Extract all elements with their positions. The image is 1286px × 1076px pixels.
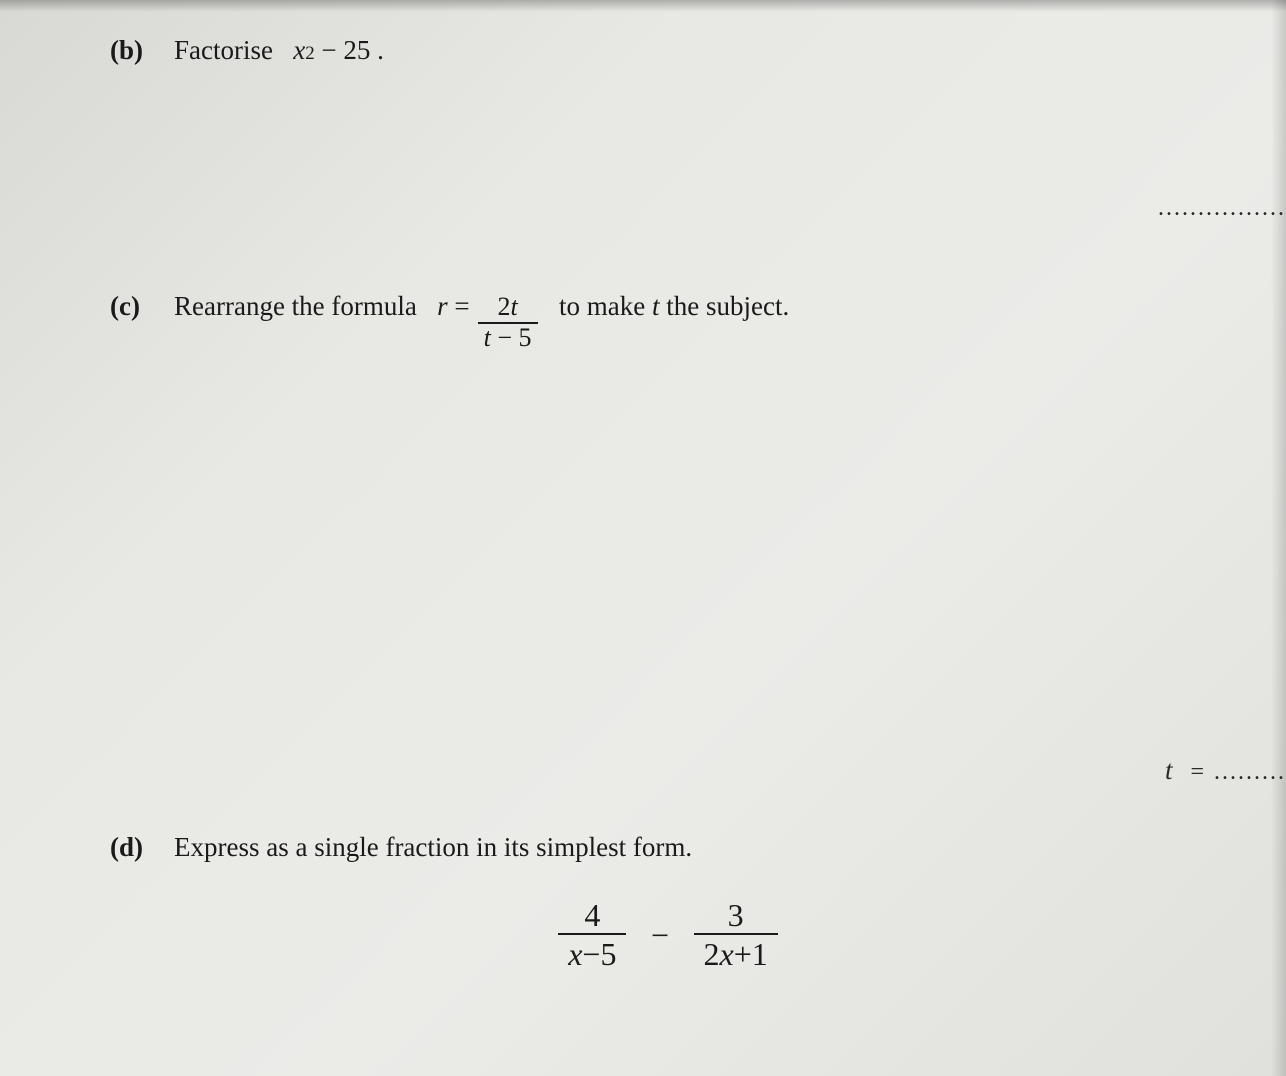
answer-c-equals: = — [1190, 759, 1206, 786]
frac1-numerator: 4 — [574, 898, 610, 933]
answer-line-b: ................ — [1158, 195, 1286, 222]
answer-line-c: t = ......... — [1165, 755, 1286, 786]
period: . — [377, 35, 384, 66]
question-b-line: (b) Factorise x2 − 25 . — [110, 35, 1226, 66]
part-label-b: (b) — [110, 35, 150, 66]
spacer — [546, 291, 560, 322]
spacer — [448, 291, 455, 322]
to-make-text: to make — [559, 291, 645, 322]
var-r: r — [437, 291, 448, 322]
fraction-2t-over-t-minus-5: 2t t − 5 — [478, 293, 538, 352]
question-d-expression: 4 x−5 − 3 2x+1 — [110, 898, 1226, 972]
answer-c-var: t — [1165, 755, 1175, 786]
spacer — [660, 291, 667, 322]
spacer — [315, 35, 322, 66]
rearrange-text: Rearrange the formula — [174, 291, 417, 322]
spacer — [273, 35, 293, 66]
frac2-denominator: 2x+1 — [694, 933, 778, 972]
part-label-c: (c) — [110, 291, 150, 322]
spacer — [645, 291, 652, 322]
spacer — [370, 35, 377, 66]
spacer — [417, 291, 437, 322]
fraction-denominator: t − 5 — [478, 322, 538, 353]
the-subject-text: the subject. — [666, 291, 789, 322]
frac2-numerator: 3 — [718, 898, 754, 933]
spacer — [1182, 759, 1190, 786]
page-shadow-top — [0, 0, 1286, 12]
factorise-word: Factorise — [174, 35, 273, 66]
frac1-denominator: x−5 — [558, 933, 626, 972]
worksheet-page: (b) Factorise x2 − 25 . ................… — [0, 0, 1286, 1043]
spacer — [337, 35, 344, 66]
var-t: t — [652, 291, 660, 322]
question-c: (c) Rearrange the formula r = 2t t − 5 — [110, 291, 1226, 352]
expr-minus: − — [321, 35, 336, 66]
question-d: (d) Express as a single fraction in its … — [110, 832, 1226, 972]
spacer — [1206, 759, 1214, 786]
answer-b-dots: ................ — [1158, 195, 1286, 221]
question-c-line: (c) Rearrange the formula r = 2t t − 5 — [110, 291, 1226, 352]
equals-sign: = — [454, 291, 469, 322]
expr-const-25: 25 — [343, 35, 370, 66]
question-b: (b) Factorise x2 − 25 . — [110, 35, 1226, 66]
page-shadow-right — [1271, 0, 1286, 1076]
question-d-text: Express as a single fraction in its simp… — [174, 832, 692, 863]
express-text: Express as a single fraction in its simp… — [174, 832, 692, 863]
question-c-text: Rearrange the formula r = 2t t − 5 — [174, 291, 789, 352]
fraction-3-over-2x-plus-1: 3 2x+1 — [694, 898, 778, 972]
fraction-4-over-x-minus-5: 4 x−5 — [558, 898, 626, 972]
question-d-line: (d) Express as a single fraction in its … — [110, 832, 1226, 863]
answer-c-dots: ......... — [1214, 759, 1286, 786]
expr-var-x: x — [293, 35, 305, 66]
minus-operator: − — [651, 917, 669, 954]
part-label-d: (d) — [110, 832, 150, 863]
fraction-numerator: 2t — [491, 293, 523, 322]
question-b-text: Factorise x2 − 25 . — [174, 35, 384, 66]
